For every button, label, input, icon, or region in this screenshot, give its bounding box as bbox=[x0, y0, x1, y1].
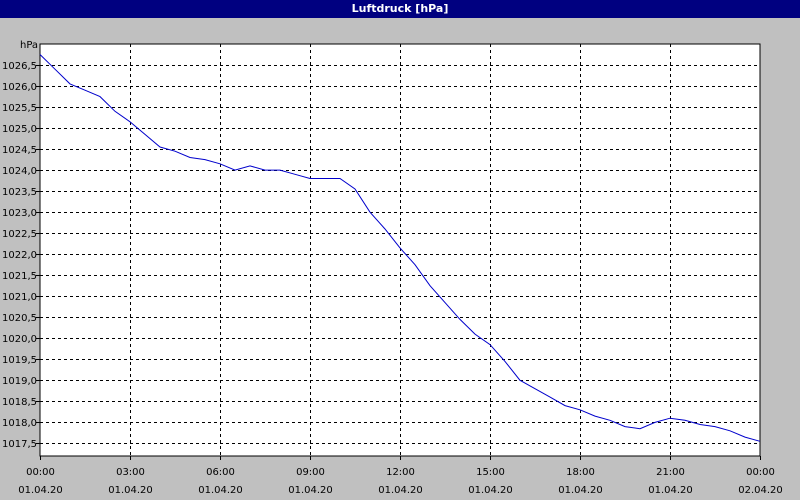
y-tick-label: 1022,0 bbox=[2, 250, 37, 261]
x-tick-label-date: 02.04.20 bbox=[738, 485, 783, 496]
x-tick-label-time: 00:00 bbox=[26, 467, 55, 478]
y-tick-label: 1022,5 bbox=[2, 229, 37, 240]
y-tick-label: 1026,5 bbox=[2, 61, 37, 72]
x-tick-label-date: 01.04.20 bbox=[468, 485, 513, 496]
x-tick-label-time: 06:00 bbox=[206, 467, 235, 478]
x-tick-label-time: 09:00 bbox=[296, 467, 325, 478]
y-tick-label: 1026,0 bbox=[2, 82, 37, 93]
y-tick-label: 1025,0 bbox=[2, 124, 37, 135]
x-tick-label-date: 01.04.20 bbox=[108, 485, 153, 496]
window-title: Luftdruck [hPa] bbox=[0, 0, 800, 18]
x-tick-label-date: 01.04.20 bbox=[558, 485, 603, 496]
y-tick-label: 1018,5 bbox=[2, 397, 37, 408]
y-tick-label: 1021,5 bbox=[2, 271, 37, 282]
grid bbox=[40, 44, 760, 456]
x-axis: 00:00 01.04.20 03:00 01.04.20 06:00 01.04.20 0… bbox=[18, 456, 783, 496]
y-tick-label: 1024,0 bbox=[2, 166, 37, 177]
x-tick-label-time: 15:00 bbox=[476, 467, 505, 478]
x-tick-label-time: 00:00 bbox=[746, 467, 775, 478]
y-tick-label: 1025,5 bbox=[2, 103, 37, 114]
series-line-luftdruck bbox=[39, 54, 761, 442]
y-axis: 1017,5 1018,0 1018,5 1019,0 1019,5 1020,0 1020… bbox=[2, 61, 40, 450]
y-tick-label: 1019,0 bbox=[2, 376, 37, 387]
y-tick-label: 1020,5 bbox=[2, 313, 37, 324]
x-tick-label-date: 01.04.20 bbox=[378, 485, 423, 496]
x-tick-label-time: 21:00 bbox=[656, 467, 685, 478]
y-tick-label: 1021,0 bbox=[2, 292, 37, 303]
y-axis-unit: hPa bbox=[20, 40, 38, 51]
x-tick-label-time: 18:00 bbox=[566, 467, 595, 478]
x-tick-label-date: 01.04.20 bbox=[18, 485, 63, 496]
x-tick-label-date: 01.04.20 bbox=[198, 485, 243, 496]
x-tick-label-time: 03:00 bbox=[116, 467, 145, 478]
y-tick-label: 1024,5 bbox=[2, 145, 37, 156]
x-tick-label-date: 01.04.20 bbox=[288, 485, 333, 496]
y-tick-label: 1023,5 bbox=[2, 187, 37, 198]
y-tick-label: 1019,5 bbox=[2, 355, 37, 366]
x-tick-label-date: 01.04.20 bbox=[648, 485, 693, 496]
x-tick-label-time: 12:00 bbox=[386, 467, 415, 478]
y-tick-label: 1017,5 bbox=[2, 439, 37, 450]
y-tick-label: 1023,0 bbox=[2, 208, 37, 219]
y-tick-label: 1020,0 bbox=[2, 334, 37, 345]
y-tick-label: 1018,0 bbox=[2, 418, 37, 429]
